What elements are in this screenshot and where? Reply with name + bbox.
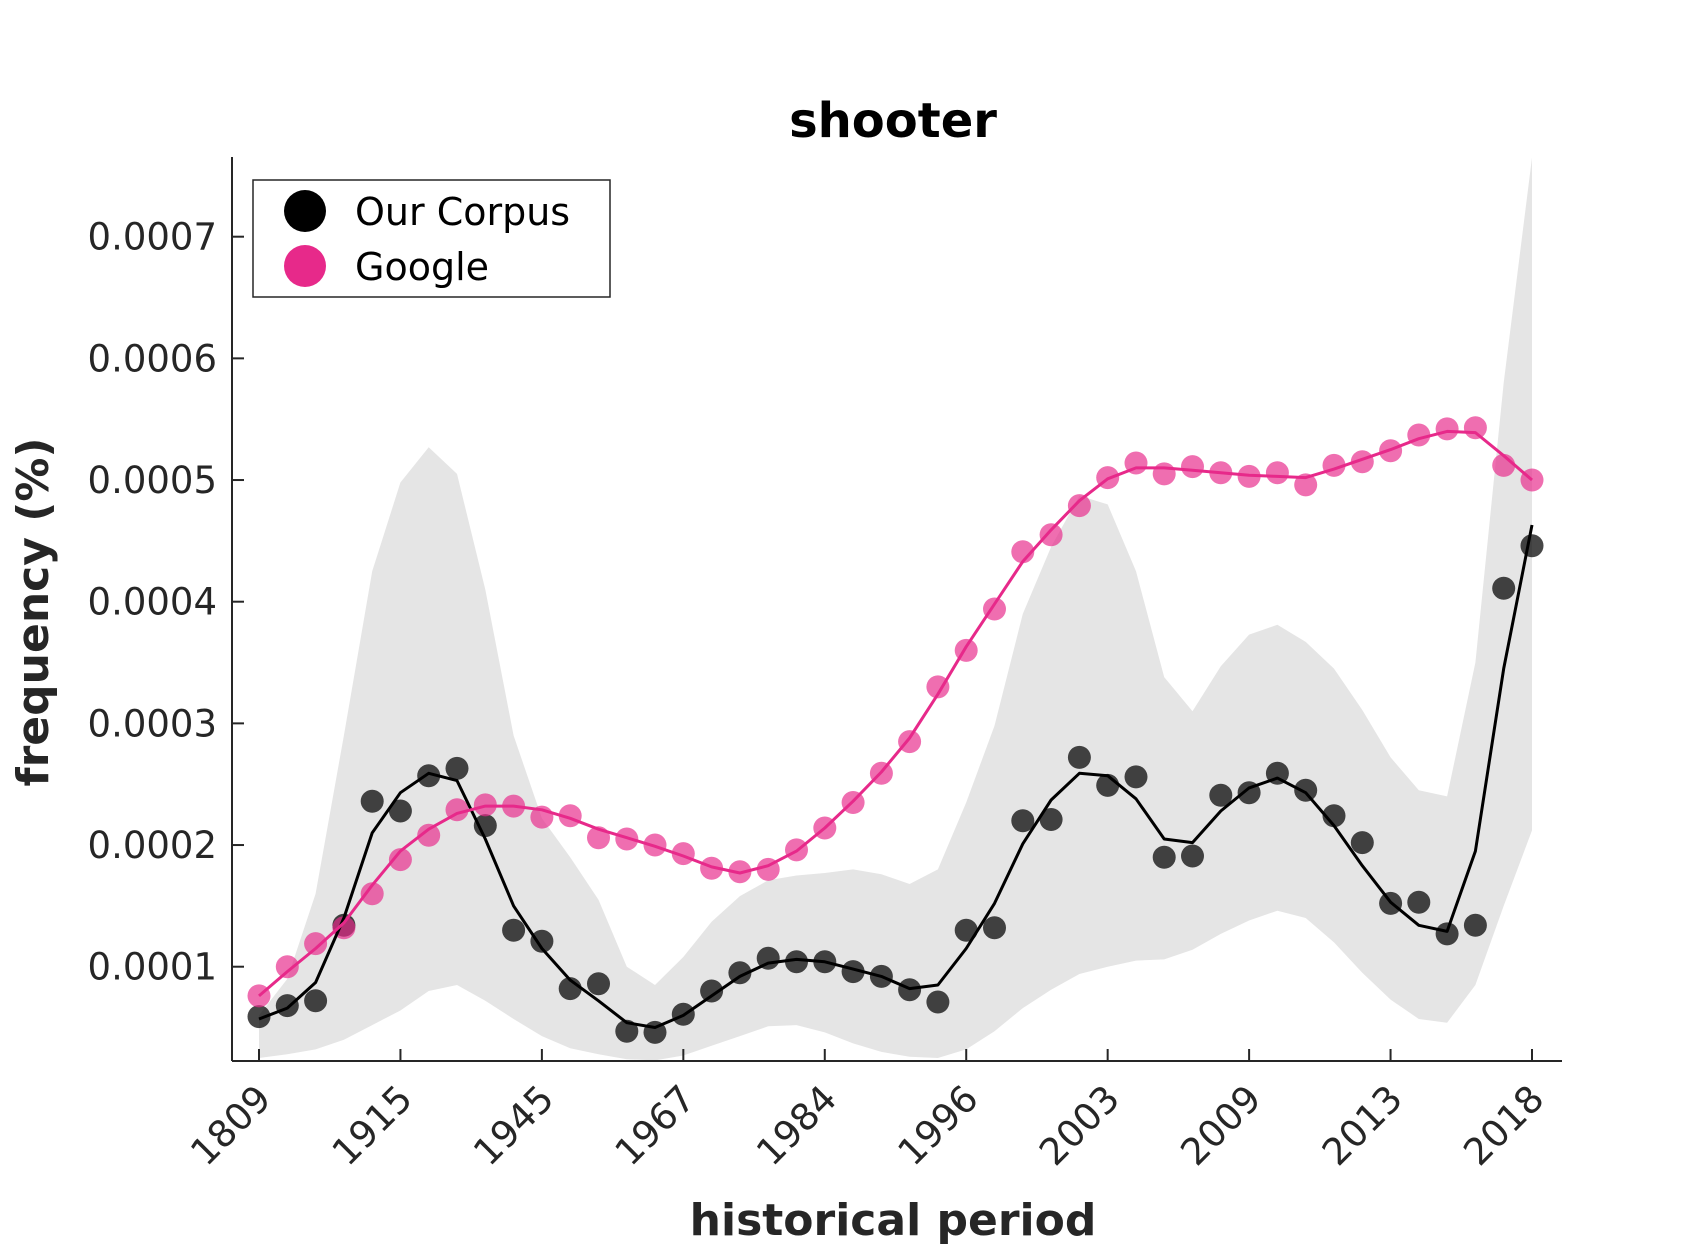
data-point-google [1011, 540, 1035, 564]
confidence-band [259, 157, 1532, 1061]
data-point-our-corpus [1520, 534, 1544, 558]
data-point-google [360, 882, 384, 906]
confidence-band-layer [259, 157, 1532, 1061]
data-point-our-corpus [1322, 804, 1346, 828]
series-points-our-corpus [247, 534, 1544, 1044]
y-tick-label: 0.0002 [88, 824, 217, 867]
y-tick-label: 0.0007 [88, 216, 217, 259]
data-point-our-corpus [756, 946, 780, 970]
data-point-google [1463, 416, 1487, 440]
y-tick-label: 0.0004 [88, 581, 217, 624]
data-point-our-corpus [1350, 831, 1374, 855]
legend-label-google: Google [355, 245, 489, 289]
chart-title: shooter [789, 93, 997, 149]
legend: Our Corpus Google [252, 179, 611, 298]
data-point-our-corpus [615, 1019, 639, 1043]
smooth-lines-layer [258, 429, 1534, 1029]
data-point-google [388, 848, 412, 872]
data-point-our-corpus [1011, 809, 1035, 833]
data-point-google [275, 955, 299, 979]
data-point-our-corpus [360, 789, 384, 813]
data-point-our-corpus [473, 814, 497, 838]
data-point-our-corpus [1209, 783, 1233, 807]
data-point-google [898, 730, 922, 754]
data-point-our-corpus [417, 764, 441, 788]
data-point-our-corpus [926, 990, 950, 1014]
y-ticks: 0.0001 0.0002 0.0003 0.0004 0.0005 0.0006 0.00… [88, 216, 244, 989]
data-point-our-corpus [954, 918, 978, 942]
data-point-our-corpus [247, 1005, 271, 1029]
y-axis-label: frequency (%) [8, 437, 59, 786]
data-point-our-corpus [388, 799, 412, 823]
data-point-google [1294, 473, 1318, 497]
data-point-our-corpus [275, 994, 299, 1018]
y-tick-label: 0.0001 [88, 946, 217, 989]
data-points-layer [247, 416, 1544, 1044]
x-axis-label: historical period [690, 1195, 1097, 1246]
data-point-google [417, 823, 441, 847]
smooth-line-google [258, 429, 1533, 998]
data-point-google [1039, 523, 1063, 547]
data-point-our-corpus [841, 960, 865, 984]
y-tick-label: 0.0006 [88, 337, 217, 380]
data-point-our-corpus [1067, 745, 1091, 769]
y-tick-label: 0.0005 [88, 459, 217, 502]
y-tick-label: 0.0003 [88, 702, 217, 745]
data-point-our-corpus [1039, 808, 1063, 831]
data-point-our-corpus [1435, 922, 1459, 946]
data-point-google [1067, 494, 1091, 518]
legend-label-our-corpus: Our Corpus [355, 190, 570, 234]
data-point-our-corpus [502, 918, 526, 942]
legend-marker-google [284, 245, 326, 287]
data-point-our-corpus [785, 950, 808, 974]
data-point-our-corpus [700, 979, 724, 1003]
data-point-our-corpus [983, 916, 1006, 940]
series-points-google [247, 416, 1544, 1008]
data-point-our-corpus [1181, 844, 1204, 868]
data-point-our-corpus [1152, 845, 1176, 869]
data-point-our-corpus [304, 989, 328, 1013]
data-point-our-corpus [1492, 576, 1516, 600]
data-point-google [1265, 461, 1289, 485]
axes [231, 157, 1562, 1062]
legend-marker-our-corpus [284, 190, 326, 232]
data-point-our-corpus [587, 972, 610, 996]
data-point-our-corpus [1407, 890, 1431, 914]
data-point-google [926, 675, 950, 699]
data-point-google [1435, 417, 1459, 441]
data-point-google [304, 932, 328, 956]
data-point-our-corpus [1463, 913, 1487, 937]
data-point-our-corpus [1124, 765, 1148, 789]
data-point-google [1181, 455, 1204, 479]
data-point-our-corpus [1294, 778, 1318, 802]
data-point-our-corpus [530, 929, 554, 953]
data-point-our-corpus [445, 756, 469, 780]
data-point-google [1152, 462, 1176, 486]
